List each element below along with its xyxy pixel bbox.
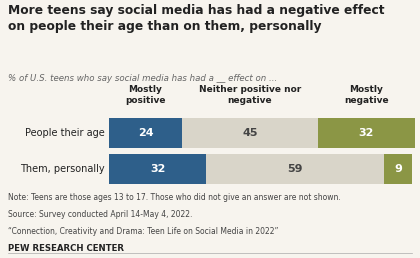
Text: More teens say social media has had a negative effect
on people their age than o: More teens say social media has had a ne… bbox=[8, 4, 385, 33]
Text: 32: 32 bbox=[150, 164, 165, 174]
Text: People their age: People their age bbox=[25, 128, 105, 138]
Text: Neither positive nor
negative: Neither positive nor negative bbox=[199, 85, 301, 104]
Text: 9: 9 bbox=[394, 164, 402, 174]
Text: 24: 24 bbox=[138, 128, 153, 138]
Text: 59: 59 bbox=[287, 164, 303, 174]
Text: Note: Teens are those ages 13 to 17. Those who did not give an answer are not sh: Note: Teens are those ages 13 to 17. Tho… bbox=[8, 194, 341, 203]
Text: 32: 32 bbox=[359, 128, 374, 138]
Text: Them, personally: Them, personally bbox=[21, 164, 105, 174]
Text: % of U.S. teens who say social media has had a __ effect on ...: % of U.S. teens who say social media has… bbox=[8, 74, 278, 83]
Text: 45: 45 bbox=[242, 128, 257, 138]
Text: “Connection, Creativity and Drama: Teen Life on Social Media in 2022”: “Connection, Creativity and Drama: Teen … bbox=[8, 227, 279, 236]
Text: PEW RESEARCH CENTER: PEW RESEARCH CENTER bbox=[8, 244, 124, 253]
Text: Source: Survey conducted April 14-May 4, 2022.: Source: Survey conducted April 14-May 4,… bbox=[8, 210, 193, 219]
Text: Mostly
positive: Mostly positive bbox=[125, 85, 166, 104]
Text: Mostly
negative: Mostly negative bbox=[344, 85, 388, 104]
